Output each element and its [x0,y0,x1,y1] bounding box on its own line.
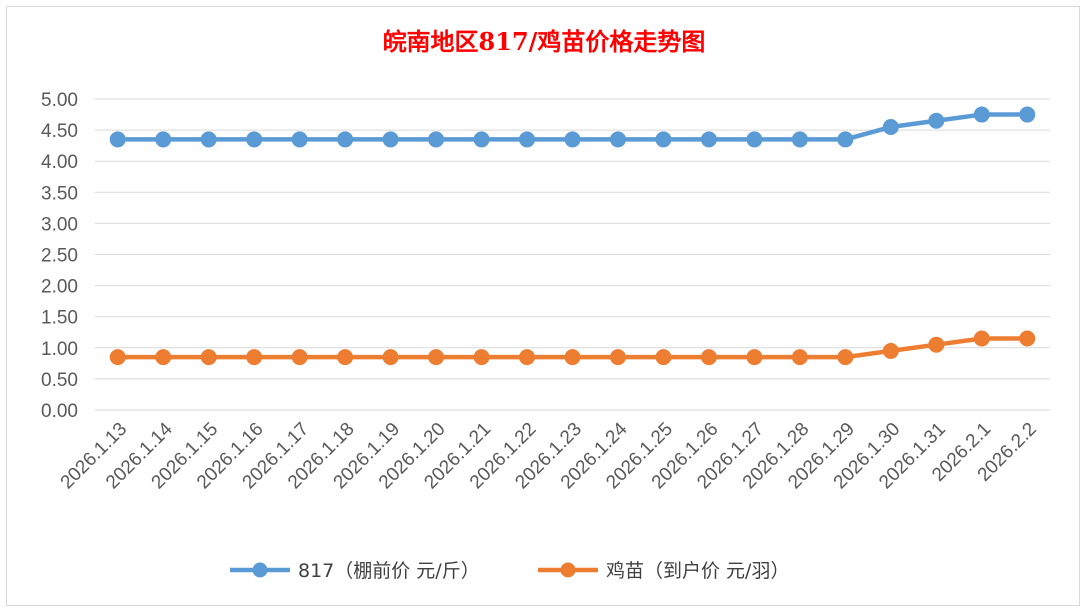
series-2 [109,330,1036,366]
data-point [291,131,308,148]
legend: 817（棚前价 元/斤） 鸡苗（到户价 元/羽） [230,560,789,582]
legend-item: 817（棚前价 元/斤） [230,560,480,582]
y-tick-label: 4.00 [41,152,78,173]
y-tick-label: 5.00 [41,90,78,111]
data-point [837,131,854,148]
y-tick-label: 1.50 [41,308,78,329]
data-point [155,349,172,366]
data-point [109,131,126,148]
data-point [564,131,581,148]
data-point [928,112,945,129]
data-point [473,349,490,366]
y-tick-label: 2.50 [41,246,78,267]
gridlines [95,98,1050,411]
x-axis: 2026.1.132026.1.142026.1.152026.1.162026… [57,418,1041,493]
data-point [655,131,672,148]
data-point [1019,106,1036,123]
data-point [337,131,354,148]
data-point [746,131,763,148]
y-tick-label: 0.00 [41,401,78,422]
chart-frame [6,6,1080,606]
data-point [200,131,217,148]
data-point [200,349,217,366]
data-point [564,349,581,366]
data-point [655,349,672,366]
series-group [109,106,1036,366]
legend-marker [560,562,576,578]
legend-item: 鸡苗（到户价 元/羽） [538,560,789,582]
data-point [609,131,626,148]
y-tick-label: 4.50 [41,121,78,142]
data-point [382,131,399,148]
data-point [928,336,945,353]
data-point [291,349,308,366]
data-point [973,106,990,123]
data-point [791,131,808,148]
data-point [428,131,445,148]
data-point [428,349,445,366]
data-point [155,131,172,148]
data-point [109,349,126,366]
data-point [382,349,399,366]
y-tick-label: 3.00 [41,214,78,235]
y-tick-label: 0.50 [41,370,78,391]
data-point [882,342,899,359]
data-point [1019,330,1036,347]
data-point [337,349,354,366]
y-axis: 0.00 0.50 1.00 1.50 2.00 2.50 3.00 3.50 4.00 4.50… [41,90,78,422]
data-point [519,131,536,148]
data-point [700,349,717,366]
y-tick-label: 1.00 [41,339,78,360]
legend-marker [252,562,268,578]
series-1 [109,106,1036,148]
legend-label: 鸡苗（到户价 元/羽） [606,560,789,582]
data-point [473,131,490,148]
data-point [700,131,717,148]
data-point [882,118,899,135]
chart-title: 皖南地区817/鸡苗价格走势图 [383,27,706,56]
data-point [746,349,763,366]
y-tick-label: 2.00 [41,277,78,298]
data-point [609,349,626,366]
data-point [519,349,536,366]
data-point [246,349,263,366]
data-point [837,349,854,366]
data-point [973,330,990,347]
data-point [791,349,808,366]
y-tick-label: 3.50 [41,183,78,204]
legend-label: 817（棚前价 元/斤） [298,560,480,582]
data-point [246,131,263,148]
